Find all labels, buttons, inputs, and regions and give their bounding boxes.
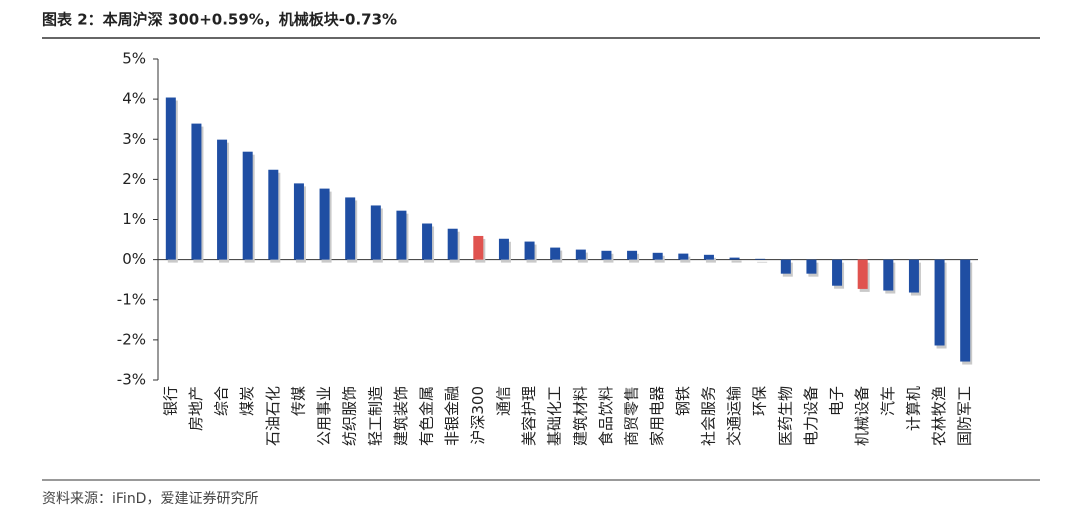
x-tick-label: 机械设备 <box>853 386 871 446</box>
bar <box>908 259 919 293</box>
x-tick-label: 电子 <box>828 386 846 416</box>
x-tick-label: 汽车 <box>879 386 897 416</box>
x-tick-label: 家用电器 <box>648 386 666 446</box>
x-tick-label: 传媒 <box>289 386 307 416</box>
bar <box>550 247 561 260</box>
x-tick-label: 非银金融 <box>443 386 461 446</box>
x-tick-label: 银行 <box>161 386 179 416</box>
bar <box>857 259 868 289</box>
bar <box>755 258 766 260</box>
y-tick-label: -1% <box>117 290 146 308</box>
bar <box>575 249 586 260</box>
x-tick-label: 商贸零售 <box>623 386 641 446</box>
bar <box>780 259 791 274</box>
bar <box>627 250 638 260</box>
x-tick-label: 环保 <box>751 386 769 416</box>
bar <box>345 197 356 260</box>
x-tick-label: 建筑材料 <box>571 386 589 446</box>
bar <box>473 235 484 260</box>
bar <box>652 252 663 260</box>
x-tick-label: 计算机 <box>904 386 922 431</box>
bar <box>498 238 509 260</box>
bar <box>293 183 304 260</box>
x-tick-label: 建筑装饰 <box>392 386 410 446</box>
bar <box>242 151 253 260</box>
bar <box>217 139 228 260</box>
y-tick-label: 3% <box>122 130 146 148</box>
x-tick-label: 交通运输 <box>725 386 743 446</box>
x-tick-label: 综合 <box>213 386 231 416</box>
x-tick-label: 农林牧渔 <box>930 386 948 446</box>
x-tick-label: 纺织服饰 <box>341 386 359 446</box>
bar-shadow <box>731 260 742 263</box>
bar <box>447 228 458 260</box>
y-tick-label: 1% <box>122 210 146 228</box>
bar <box>934 259 945 346</box>
bar <box>729 257 740 260</box>
x-tick-label: 医药生物 <box>776 386 794 446</box>
x-tick-label: 通信 <box>494 386 512 416</box>
y-tick-label: -2% <box>117 330 146 348</box>
bar <box>678 253 689 260</box>
bar <box>396 210 407 260</box>
source: 资料来源：iFinD，爱建证券研究所 <box>42 491 258 507</box>
bar <box>703 254 714 260</box>
x-tick-label: 有色金属 <box>418 386 436 446</box>
bar <box>883 259 894 291</box>
x-tick-label: 沪深300 <box>469 386 487 445</box>
x-tick-label: 公用事业 <box>315 386 333 446</box>
bar-shadow <box>705 257 716 263</box>
x-tick-label: 食品饮料 <box>597 386 615 446</box>
x-tick-label: 基础化工 <box>546 386 564 446</box>
x-tick-label: 美容护理 <box>520 386 538 446</box>
bar <box>960 259 971 362</box>
y-tick-label: 0% <box>122 250 146 268</box>
y-tick-label: 5% <box>122 50 146 68</box>
bar <box>319 188 330 260</box>
chart-title: 图表 2：本周沪深 300+0.59%，机械板块-0.73% <box>42 11 397 29</box>
x-tick-label: 钢铁 <box>674 386 692 416</box>
bar <box>370 205 381 260</box>
bar <box>601 250 612 260</box>
x-tick-label: 社会服务 <box>699 386 717 446</box>
bar <box>268 169 279 260</box>
bar <box>165 97 176 260</box>
bar-shadow <box>757 261 768 263</box>
bar <box>524 241 535 260</box>
x-tick-label: 轻工制造 <box>366 386 384 446</box>
bar <box>422 223 433 260</box>
bar <box>806 259 817 274</box>
y-tick-label: -3% <box>117 371 146 389</box>
x-tick-label: 电力设备 <box>802 386 820 446</box>
bar <box>832 259 843 286</box>
y-tick-label: 4% <box>122 90 146 108</box>
y-tick-label: 2% <box>122 170 146 188</box>
x-tick-label: 房地产 <box>187 386 205 431</box>
x-tick-label: 国防军工 <box>956 386 974 446</box>
x-tick-label: 煤炭 <box>238 386 256 416</box>
bar <box>191 123 202 260</box>
x-tick-label: 石油石化 <box>264 386 282 446</box>
